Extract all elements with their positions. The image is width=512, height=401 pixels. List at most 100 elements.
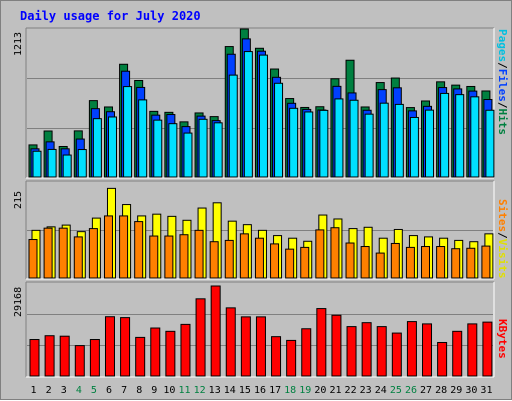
kbytes-bar [376,326,387,377]
pages-bar [440,92,450,178]
sites-bar [149,235,159,279]
pages-bar [243,51,253,178]
legend-sep-2: / [496,101,509,109]
pages-bar [123,86,133,178]
pages-bar [274,82,284,178]
day-label: 19 [299,385,311,396]
day-label: 7 [121,385,127,396]
pages-bar [304,111,314,178]
kbytes-bar [452,330,463,377]
sites-bar [421,246,431,279]
legend-visits: Visits [496,238,509,279]
kbytes-bar [120,317,131,377]
chart-title: Daily usage for July 2020 [20,9,201,23]
kbytes-bar [29,339,40,377]
kbytes-bar [150,327,161,377]
sites-bar [345,242,355,279]
kbytes-bar [437,341,448,377]
day-label: 15 [239,385,251,396]
sites-bar [194,229,204,279]
day-label: 26 [405,385,417,396]
legend-hits-files-pages: Pages/Files/Hits [496,29,509,135]
kbytes-bar [240,316,251,377]
sites-bar [28,239,38,279]
sites-bar [103,215,113,279]
hits-max-label: 1213 [13,31,24,56]
sites-bar [209,241,219,279]
kbytes-bar [74,345,85,377]
day-label: 24 [375,385,387,396]
pages-bar [47,148,57,178]
day-label: 12 [194,385,206,396]
visits-max-label: 215 [13,190,24,209]
kbytes-bar [89,339,100,377]
pages-bar [364,113,374,178]
sites-bar [164,235,174,279]
sites-bar [466,247,476,279]
day-label: 16 [254,385,266,396]
pages-bar [198,118,208,178]
sites-bar [43,227,53,279]
kbytes-bar [104,316,115,377]
pages-bar [153,119,163,178]
day-label: 14 [224,385,236,396]
kbytes-bar [225,307,236,377]
sites-bar [254,237,264,279]
day-label: 3 [61,385,67,396]
sites-bar [119,215,129,279]
day-label: 22 [345,385,357,396]
kbytes-bar [286,339,297,377]
pages-bar [319,109,329,178]
day-label: 18 [284,385,296,396]
pages-bar [183,132,193,178]
legend-hits: Hits [496,108,509,136]
kbytes-bar [255,316,266,377]
kbytes-bar [135,336,146,377]
kbytes-max-label: 29168 [13,286,24,317]
sites-bar [315,229,325,279]
day-label: 23 [360,385,372,396]
legend-files: Files [496,68,509,102]
pages-bar [289,107,299,178]
pages-bar [334,98,344,178]
legend-sites-visits: Sites/Visits [496,199,509,279]
sites-bar [390,242,400,279]
day-label: 27 [420,385,432,396]
day-label: 11 [178,385,190,396]
day-label: 8 [136,385,142,396]
pages-bar [168,123,178,178]
kbytes-bar [301,328,312,377]
pages-bar [455,94,465,178]
day-label: 1 [31,385,37,396]
sites-bar [285,248,295,279]
legend-sep-3: / [496,232,509,239]
pages-bar [485,109,495,178]
day-label: 31 [480,385,492,396]
pages-bar [409,116,419,178]
kbytes-bar [391,332,402,377]
sites-bar [481,245,491,279]
sites-bar [300,246,310,279]
sites-bar [179,234,189,279]
sites-bar [58,227,68,279]
pages-bar [213,122,223,178]
day-label: 29 [450,385,462,396]
kbytes-bar [180,323,191,377]
day-label: 17 [269,385,281,396]
pages-bar [394,103,404,178]
sites-bar [451,248,461,279]
kbytes-bar [467,323,478,377]
sites-bar [134,221,144,279]
sites-bar [360,246,370,279]
pages-bar [425,109,435,178]
kbytes-bar [165,330,176,377]
pages-bar [32,150,42,178]
sites-bar [270,243,280,279]
kbytes-bar [59,335,70,377]
sites-bar [436,246,446,279]
pages-bar [349,99,359,178]
legend-sep-1: / [496,62,509,69]
sites-bar [239,233,249,279]
